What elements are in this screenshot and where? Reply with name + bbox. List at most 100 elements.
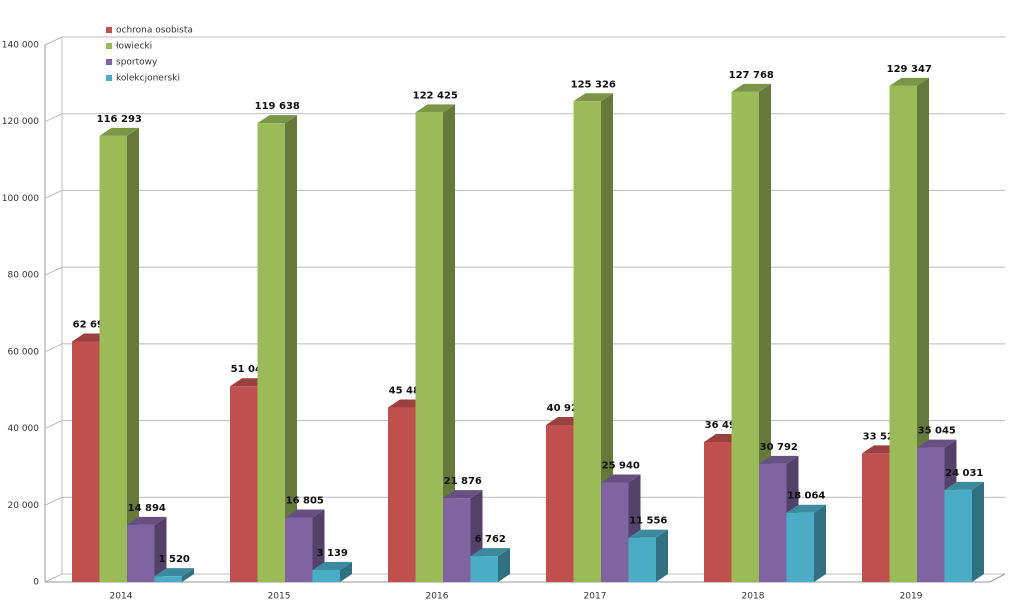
x-tick-label: 2018: [742, 592, 765, 602]
value-label: 51 040: [231, 364, 269, 375]
bar-top: [127, 516, 167, 525]
bar-side: [759, 83, 771, 582]
bar-front: [731, 91, 759, 582]
value-label: 45 481: [389, 386, 427, 397]
bar: [99, 127, 139, 582]
grid-line: [44, 266, 1005, 276]
bar-front: [285, 517, 313, 582]
legend-label: sportowy: [116, 58, 158, 68]
x-tick-label: 2019: [900, 592, 923, 602]
y-tick-label: 140 000: [2, 41, 39, 51]
bar: [285, 509, 325, 582]
value-label: 119 638: [255, 101, 300, 112]
y-tick-label: 0: [33, 578, 39, 588]
bar: [786, 504, 826, 582]
bar-top: [470, 548, 510, 557]
bar-top: [759, 455, 799, 464]
bar-top: [443, 490, 483, 499]
x-tick-label: 2016: [426, 592, 449, 602]
value-label: 35 045: [918, 426, 956, 437]
grid-line: [44, 343, 1005, 353]
value-label: 127 768: [729, 70, 774, 81]
value-label: 18 064: [787, 491, 825, 502]
value-label: 25 940: [602, 461, 640, 472]
bar: [415, 104, 455, 582]
bar-side: [340, 561, 352, 582]
bar-side: [498, 548, 510, 582]
legend-swatch: [106, 75, 112, 81]
bar-front: [388, 407, 416, 582]
bar-front: [628, 537, 656, 582]
grid-line: [44, 573, 1005, 583]
bar-front: [944, 489, 972, 582]
x-tick-label: 2017: [584, 592, 607, 602]
bar-top: [786, 504, 826, 513]
bar-front: [601, 482, 629, 582]
grid-line: [44, 113, 1005, 123]
grid-line: [44, 496, 1005, 506]
bar-front: [257, 123, 285, 582]
grid-line: [44, 420, 1005, 430]
value-label: 3 139: [317, 548, 348, 559]
value-label: 14 894: [128, 503, 166, 514]
x-tick-label: 2014: [110, 592, 133, 602]
legend-label: ochrona osobista: [116, 26, 193, 36]
y-tick-label: 80 000: [8, 271, 40, 281]
bar-front: [786, 512, 814, 582]
bar-top: [415, 104, 455, 113]
bar-side: [127, 127, 139, 582]
y-tick-label: 40 000: [8, 424, 40, 434]
value-label: 6 762: [475, 534, 506, 545]
bar-side: [814, 504, 826, 582]
legend-swatch: [106, 59, 112, 65]
bar-top: [573, 93, 613, 102]
bar-side: [656, 529, 668, 582]
bar-side: [285, 115, 297, 582]
bar-top: [312, 561, 352, 570]
bar: [154, 568, 194, 582]
bar-top: [154, 568, 194, 577]
legend-swatch: [106, 27, 112, 33]
bar-front: [415, 112, 443, 582]
y-tick-label: 20 000: [8, 501, 40, 511]
bar-top: [601, 474, 641, 483]
x-tick-label: 2015: [268, 592, 291, 602]
bar-front: [154, 576, 182, 582]
grid-line: [44, 36, 1005, 46]
bar-front: [759, 463, 787, 582]
value-label: 1 520: [159, 554, 190, 565]
value-label: 40 928: [547, 403, 585, 414]
bar-top: [889, 77, 929, 86]
bar-front: [889, 85, 917, 582]
bar-front: [230, 386, 258, 582]
bar-top: [628, 529, 668, 538]
bar-top: [731, 83, 771, 92]
bar-front: [99, 135, 127, 582]
bar-side: [312, 509, 325, 582]
floor-edge: [45, 573, 1006, 583]
bar-side: [972, 481, 984, 582]
bar-side: [601, 93, 613, 582]
bar: [628, 529, 668, 582]
value-label: 30 792: [760, 442, 798, 453]
bar-side: [154, 516, 167, 582]
bar: [944, 481, 984, 582]
value-label: 16 805: [286, 496, 324, 507]
legend-label: łowiecki: [116, 42, 152, 52]
grid-line: [44, 189, 1005, 199]
y-tick-label: 60 000: [8, 347, 40, 357]
bar-top: [285, 509, 325, 518]
value-label: 125 326: [571, 79, 616, 90]
bar-top: [944, 481, 984, 490]
bar: [127, 516, 167, 582]
bar: [731, 83, 771, 582]
value-label: 62 693: [73, 320, 111, 331]
value-label: 33 528: [863, 431, 901, 442]
value-label: 122 425: [413, 90, 458, 101]
bar-top: [99, 127, 139, 136]
bar-front: [704, 442, 732, 582]
bar-front: [546, 425, 574, 582]
bar-front: [470, 556, 498, 582]
value-label: 11 556: [629, 516, 667, 527]
